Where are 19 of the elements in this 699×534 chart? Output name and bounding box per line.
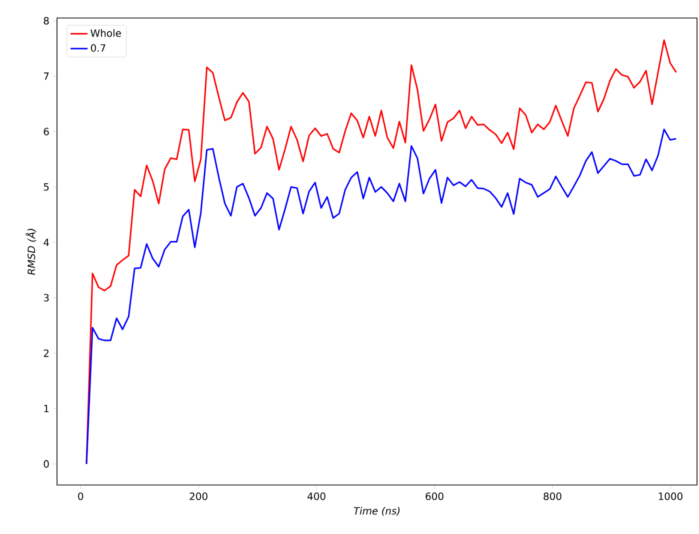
x-tick-label: 200 <box>190 492 208 500</box>
y-tick-label: 5 <box>44 183 49 191</box>
y-tick-label: 6 <box>44 128 49 136</box>
legend-label: 0.7 <box>90 44 106 52</box>
x-tick-label: 400 <box>308 492 326 500</box>
y-tick-label: 3 <box>44 294 49 302</box>
y-tick-label: 8 <box>44 16 49 25</box>
y-tick-label: 2 <box>44 349 48 357</box>
y-tick-label: 7 <box>44 72 49 80</box>
x-tick-label: 0 <box>78 492 84 500</box>
x-tick-label: 1000 <box>658 492 682 500</box>
x-tick-label: 800 <box>544 492 562 500</box>
x-axis-title: Time (ns) <box>354 506 400 516</box>
legend-label: Whole <box>90 29 121 37</box>
y-tick-label: 4 <box>44 238 49 246</box>
y-tick-label: 0 <box>44 460 49 468</box>
y-axis-title: RMSD (Å) <box>26 228 36 275</box>
x-tick-label: 600 <box>426 492 444 500</box>
y-tick-label: 1 <box>44 404 49 412</box>
